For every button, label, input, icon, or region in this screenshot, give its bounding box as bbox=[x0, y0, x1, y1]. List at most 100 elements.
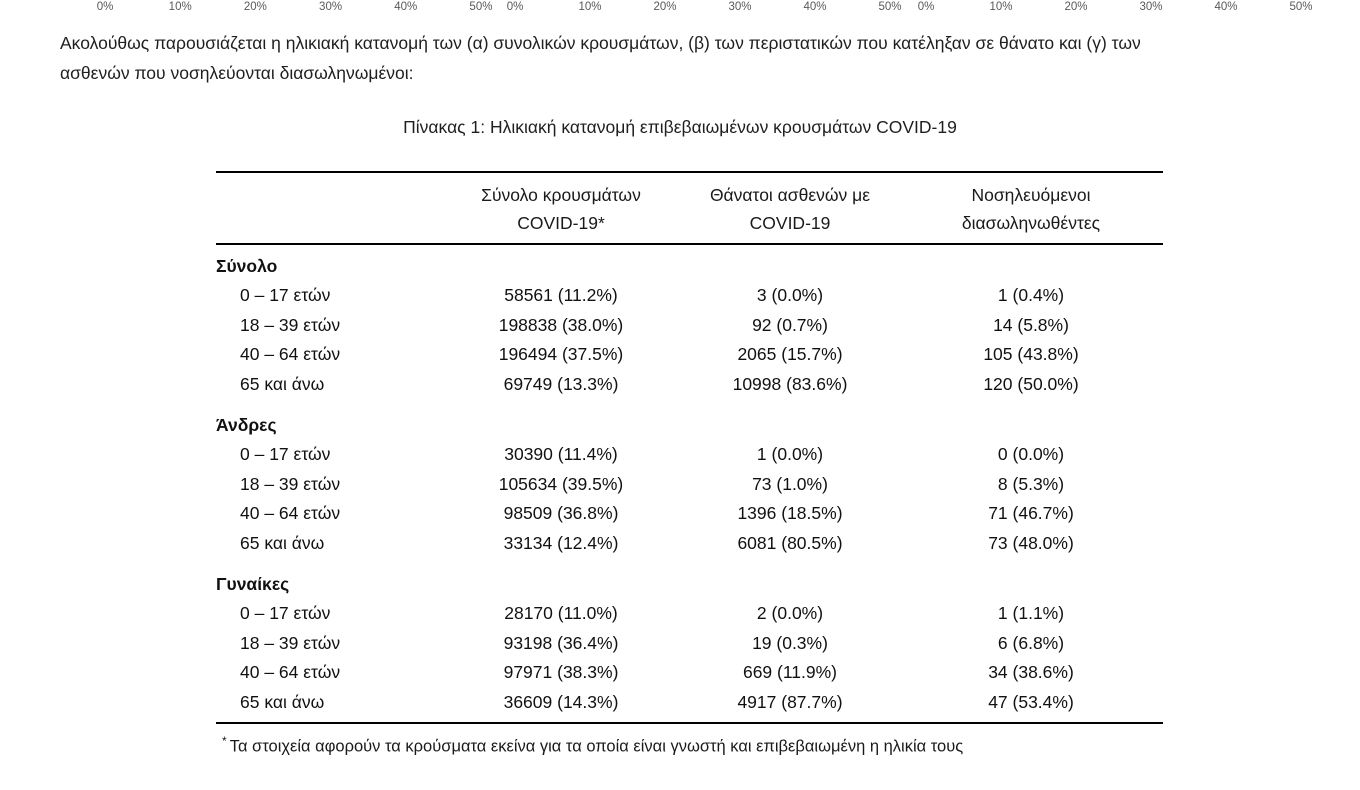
table-row: 65 και άνω 69749 (13.3%) 10998 (83.6%) 120 … bbox=[216, 370, 1163, 405]
age-group-cell: 0 – 17 ετών bbox=[240, 603, 331, 623]
age-distribution-table: Σύνολο κρουσμάτων COVID-19* Θάνατοι ασθε… bbox=[216, 171, 1163, 724]
table-section-row: Σύνολο bbox=[216, 244, 1163, 281]
column-header-cases: Σύνολο κρουσμάτων COVID-19* bbox=[441, 172, 681, 245]
axis-tick-label: 50% bbox=[469, 1, 493, 13]
axis-tick-label: 20% bbox=[653, 1, 677, 13]
value-cell: 4917 (87.7%) bbox=[737, 691, 843, 712]
value-cell: 28170 (11.0%) bbox=[504, 603, 618, 623]
table-section-row: Άνδρες bbox=[216, 404, 1163, 440]
value-cell: 93198 (36.4%) bbox=[503, 632, 619, 653]
age-distribution-table-wrap: Σύνολο κρουσμάτων COVID-19* Θάνατοι ασθε… bbox=[216, 171, 1163, 759]
value-cell: 73 (1.0%) bbox=[752, 473, 828, 494]
table-section-label: Σύνολο bbox=[216, 256, 278, 276]
age-group-cell: 18 – 39 ετών bbox=[240, 314, 341, 335]
value-cell: 97971 (38.3%) bbox=[503, 662, 619, 682]
age-group-cell: 40 – 64 ετών bbox=[240, 503, 341, 523]
table-row: 40 – 64 ετών 97971 (38.3%) 669 (11.9%) 34 (… bbox=[216, 658, 1163, 688]
value-cell: 2065 (15.7%) bbox=[737, 344, 843, 364]
axis-tick-group: 0% 10% 20% 30% 40% 50% bbox=[906, 1, 1321, 13]
value-cell: 47 (53.4%) bbox=[988, 691, 1074, 712]
table-section-row: Γυναίκες bbox=[216, 563, 1163, 599]
axis-tick-label: 0% bbox=[506, 1, 524, 13]
value-cell: 6081 (80.5%) bbox=[737, 532, 843, 553]
value-cell: 6 (6.8%) bbox=[997, 632, 1065, 653]
value-cell: 196494 (37.5%) bbox=[498, 344, 624, 364]
axis-tick-label: 40% bbox=[394, 1, 418, 13]
table-footnote: * Τα στοιχεία αφορούν τα κρούσματα εκείνα… bbox=[216, 729, 1163, 759]
axis-tick-label: 0% bbox=[917, 1, 935, 13]
table-row: 40 – 64 ετών 98509 (36.8%) 1396 (18.5%) 71 … bbox=[216, 499, 1163, 529]
age-group-cell: 65 και άνω bbox=[240, 373, 325, 394]
table-section-label: Γυναίκες bbox=[216, 574, 290, 594]
table-section-label: Άνδρες bbox=[216, 415, 277, 435]
table-row: 65 και άνω 33134 (12.4%) 6081 (80.5%) 73 (4… bbox=[216, 529, 1163, 564]
value-cell: 1 (0.4%) bbox=[997, 285, 1065, 305]
value-cell: 73 (48.0%) bbox=[988, 532, 1074, 553]
table-body: Σύνολο 0 – 17 ετών 58561 (11.2%) 3 (0.0%) 1 … bbox=[216, 244, 1163, 723]
chart-axis-strip: 0% 10% 20% 30% 40% 50% 0% 10% 20% 30% 40% 50% 0% 10… bbox=[0, 1, 1360, 15]
value-cell: 198838 (38.0%) bbox=[498, 314, 624, 335]
value-cell: 58561 (11.2%) bbox=[504, 285, 618, 305]
value-cell: 19 (0.3%) bbox=[752, 632, 828, 653]
age-group-cell: 40 – 64 ετών bbox=[240, 662, 341, 682]
value-cell: 8 (5.3%) bbox=[997, 473, 1065, 494]
value-cell: 1 (1.1%) bbox=[997, 603, 1065, 623]
value-cell: 1396 (18.5%) bbox=[737, 503, 843, 523]
table-row: 40 – 64 ετών 196494 (37.5%) 2065 (15.7%) 10… bbox=[216, 340, 1163, 370]
value-cell: 71 (46.7%) bbox=[988, 503, 1074, 523]
intro-paragraph: Ακολούθως παρουσιάζεται η ηλικιακή καταν… bbox=[60, 28, 1320, 88]
axis-tick-label: 10% bbox=[168, 1, 192, 13]
value-cell: 69749 (13.3%) bbox=[503, 373, 619, 394]
age-group-cell: 18 – 39 ετών bbox=[240, 473, 341, 494]
axis-tick-label: 10% bbox=[578, 1, 602, 13]
table-row: 0 – 17 ετών 28170 (11.0%) 2 (0.0%) 1 (1.1%) bbox=[216, 599, 1163, 629]
value-cell: 92 (0.7%) bbox=[752, 314, 828, 335]
table-row: 18 – 39 ετών 93198 (36.4%) 19 (0.3%) 6 (6.8… bbox=[216, 629, 1163, 659]
age-group-cell: 65 και άνω bbox=[240, 532, 325, 553]
table-row: 18 – 39 ετών 198838 (38.0%) 92 (0.7%) 14 (5… bbox=[216, 311, 1163, 341]
value-cell: 33134 (12.4%) bbox=[503, 532, 619, 553]
table-row: 65 και άνω 36609 (14.3%) 4917 (87.7%) 47 (5… bbox=[216, 688, 1163, 724]
age-group-cell: 0 – 17 ετών bbox=[240, 285, 331, 305]
value-cell: 3 (0.0%) bbox=[756, 285, 824, 305]
value-cell: 34 (38.6%) bbox=[988, 662, 1074, 682]
axis-tick-label: 0% bbox=[96, 1, 114, 13]
age-group-cell: 0 – 17 ετών bbox=[240, 444, 331, 464]
value-cell: 98509 (36.8%) bbox=[503, 503, 619, 523]
column-header-empty bbox=[216, 172, 441, 245]
value-cell: 105634 (39.5%) bbox=[498, 473, 624, 494]
axis-tick-label: 30% bbox=[728, 1, 752, 13]
age-group-cell: 40 – 64 ετών bbox=[240, 344, 341, 364]
value-cell: 0 (0.0%) bbox=[997, 444, 1065, 464]
footnote-text: Τα στοιχεία αφορούν τα κρούσματα εκείνα … bbox=[229, 737, 964, 756]
axis-tick-label: 50% bbox=[1289, 1, 1313, 13]
axis-tick-label: 10% bbox=[989, 1, 1013, 13]
value-cell: 669 (11.9%) bbox=[742, 662, 838, 682]
axis-tick-label: 20% bbox=[243, 1, 267, 13]
intro-paragraph-line: Ακολούθως παρουσιάζεται η ηλικιακή καταν… bbox=[60, 33, 1141, 53]
axis-tick-group: 0% 10% 20% 30% 40% 50% bbox=[85, 1, 501, 13]
table-row: 0 – 17 ετών 30390 (11.4%) 1 (0.0%) 0 (0.0%) bbox=[216, 440, 1163, 470]
axis-tick-label: 40% bbox=[1214, 1, 1238, 13]
value-cell: 2 (0.0%) bbox=[756, 603, 824, 623]
axis-tick-label: 30% bbox=[1139, 1, 1163, 13]
value-cell: 14 (5.8%) bbox=[993, 314, 1069, 335]
table-header-row: Σύνολο κρουσμάτων COVID-19* Θάνατοι ασθε… bbox=[216, 172, 1163, 245]
table-row: 0 – 17 ετών 58561 (11.2%) 3 (0.0%) 1 (0.4%) bbox=[216, 281, 1163, 311]
axis-tick-group: 0% 10% 20% 30% 40% 50% bbox=[495, 1, 910, 13]
axis-tick-label: 30% bbox=[319, 1, 343, 13]
value-cell: 36609 (14.3%) bbox=[503, 691, 619, 712]
axis-tick-label: 40% bbox=[803, 1, 827, 13]
column-header-deaths: Θάνατοι ασθενών με COVID-19 bbox=[681, 172, 899, 245]
footnote-asterisk: * bbox=[222, 734, 227, 748]
value-cell: 30390 (11.4%) bbox=[504, 444, 618, 464]
intro-paragraph-line: ασθενών που νοσηλεύονται διασωληνωμένοι: bbox=[60, 63, 414, 83]
value-cell: 120 (50.0%) bbox=[983, 373, 1079, 394]
value-cell: 1 (0.0%) bbox=[756, 444, 824, 464]
value-cell: 105 (43.8%) bbox=[983, 344, 1079, 364]
age-group-cell: 18 – 39 ετών bbox=[240, 632, 341, 653]
axis-tick-label: 20% bbox=[1064, 1, 1088, 13]
axis-tick-label: 50% bbox=[878, 1, 902, 13]
column-header-intubated: Νοσηλευόμενοι διασωληνωθέντες bbox=[899, 172, 1163, 245]
table-row: 18 – 39 ετών 105634 (39.5%) 73 (1.0%) 8 (5.… bbox=[216, 470, 1163, 500]
